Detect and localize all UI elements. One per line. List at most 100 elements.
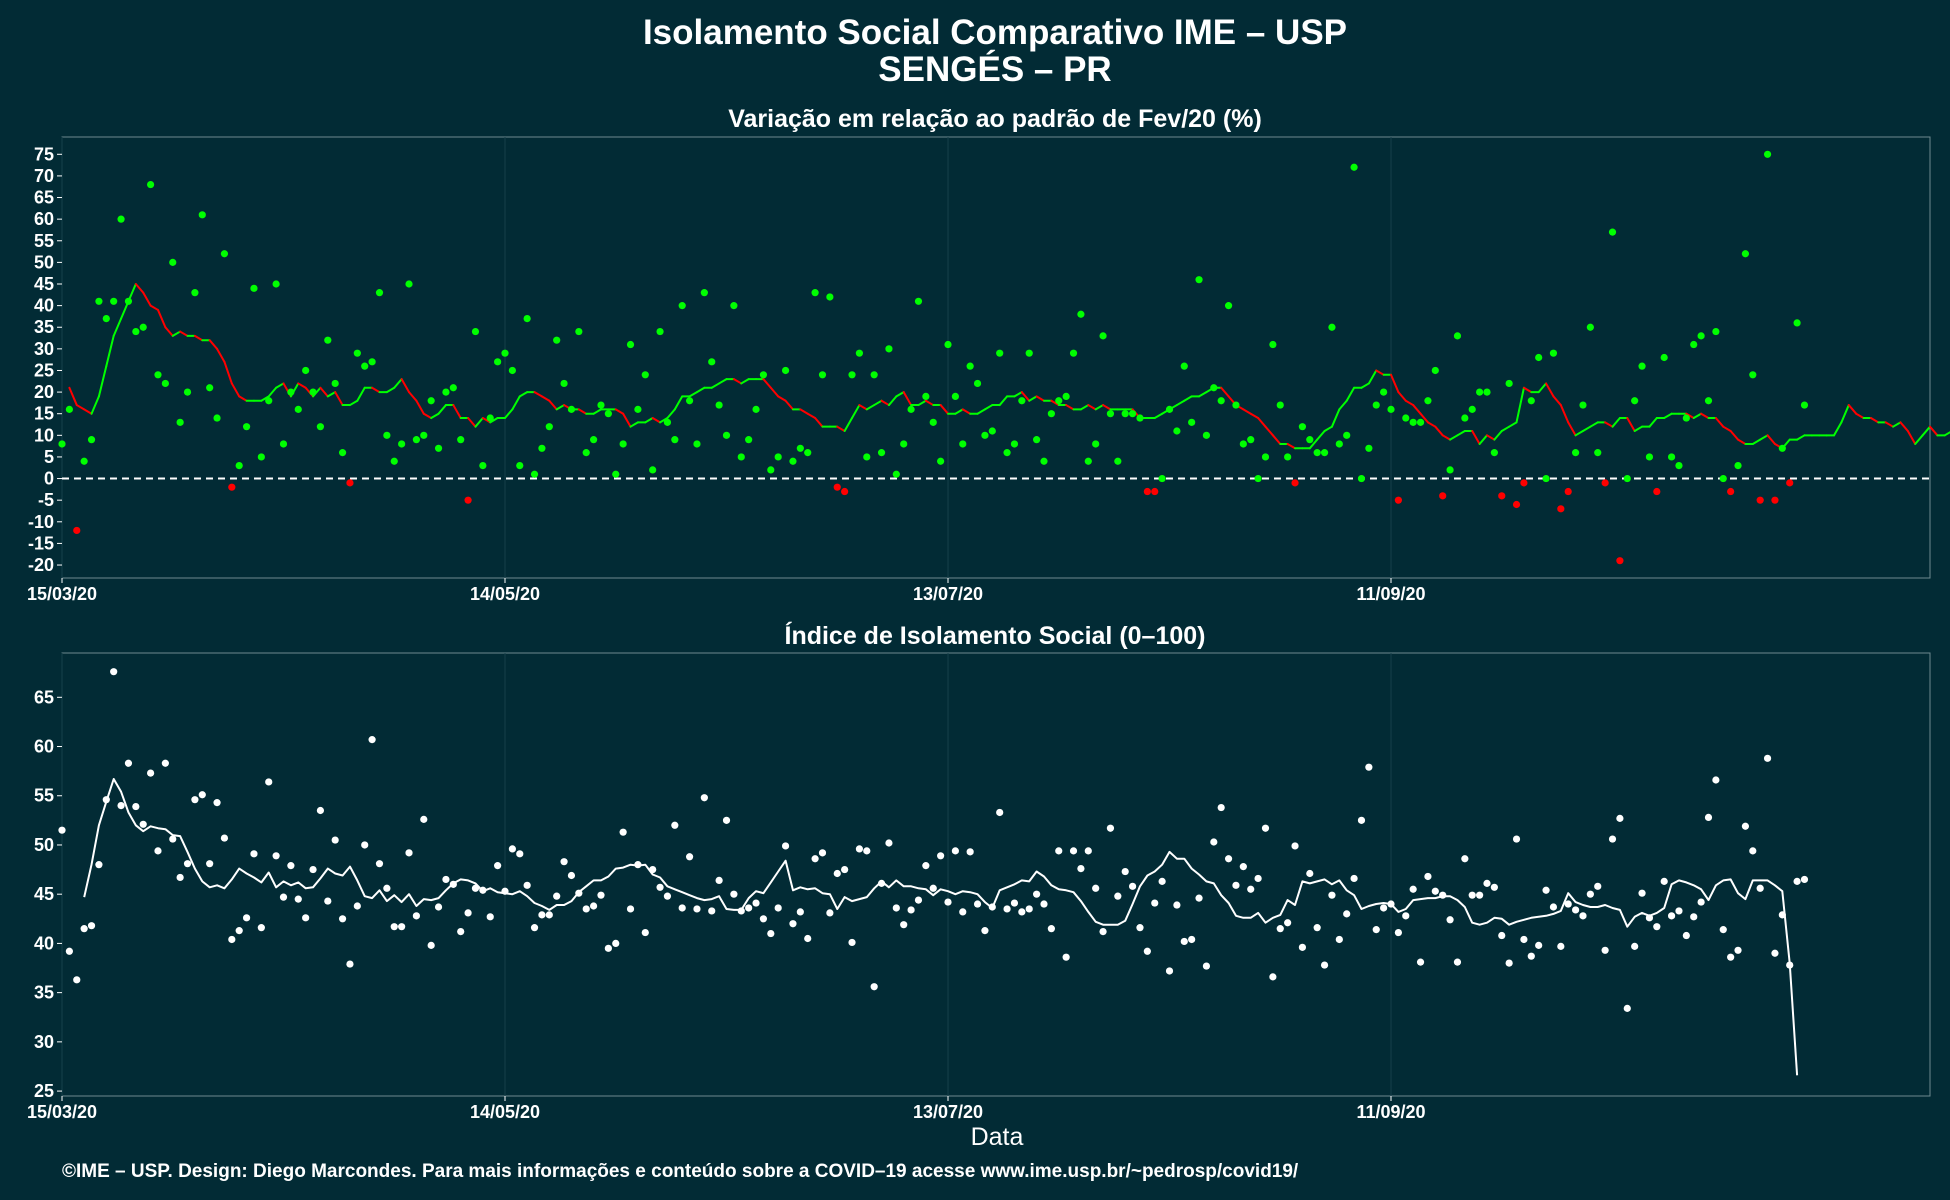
- y-tick-label: 35: [34, 317, 54, 337]
- daily-point: [641, 371, 649, 379]
- daily-point: [663, 892, 672, 900]
- daily-point: [1542, 886, 1550, 894]
- moving-average-segment: [504, 408, 514, 420]
- daily-point: [752, 899, 760, 907]
- daily-point: [250, 284, 258, 292]
- daily-point: [383, 884, 391, 892]
- daily-point: [900, 440, 908, 448]
- daily-point: [1239, 440, 1247, 448]
- daily-point: [1357, 816, 1366, 824]
- moving-average-segment: [1892, 421, 1902, 428]
- y-tick-label: 10: [34, 425, 54, 445]
- daily-point: [730, 890, 738, 898]
- daily-point: [870, 983, 878, 991]
- daily-point: [1343, 431, 1351, 439]
- daily-point: [1173, 901, 1181, 909]
- moving-average-segment: [651, 417, 662, 424]
- daily-point: [1734, 461, 1742, 470]
- daily-point: [1431, 366, 1439, 375]
- daily-point: [449, 384, 457, 392]
- daily-point: [1712, 327, 1720, 336]
- daily-point: [811, 289, 819, 297]
- daily-point: [1461, 414, 1469, 422]
- daily-point: [117, 215, 125, 223]
- daily-point: [1749, 371, 1757, 379]
- y-tick-label: 75: [34, 144, 54, 164]
- moving-average-segment: [193, 334, 204, 342]
- daily-point: [1210, 384, 1218, 392]
- moving-average-segment: [851, 404, 861, 420]
- daily-point: [257, 924, 265, 932]
- daily-point: [1380, 388, 1388, 396]
- daily-point: [582, 449, 590, 457]
- moving-average-segment: [1153, 412, 1164, 420]
- daily-point: [58, 826, 66, 834]
- daily-point: [471, 327, 480, 336]
- daily-point: [1173, 427, 1181, 435]
- daily-point: [1549, 349, 1558, 357]
- daily-point: [560, 379, 568, 388]
- daily-point: [1549, 903, 1558, 911]
- daily-point: [405, 849, 413, 857]
- moving-average-segment: [1508, 421, 1518, 428]
- daily-point: [1786, 479, 1794, 487]
- daily-point: [1608, 835, 1617, 843]
- daily-point: [486, 414, 494, 422]
- daily-point: [361, 841, 369, 849]
- daily-point: [1106, 410, 1115, 418]
- daily-point: [110, 668, 118, 676]
- moving-average-segment: [489, 417, 499, 424]
- daily-point: [412, 912, 421, 920]
- moving-average-segment: [371, 386, 381, 394]
- daily-point: [582, 905, 590, 913]
- daily-point: [1439, 891, 1447, 899]
- moving-average-segment: [673, 395, 684, 411]
- moving-average-line: [83, 778, 1799, 1076]
- y-tick-label: -5: [38, 490, 54, 510]
- daily-point: [922, 862, 930, 870]
- daily-point: [730, 302, 738, 310]
- daily-point: [1099, 927, 1107, 936]
- daily-point: [1520, 935, 1528, 944]
- daily-point: [1675, 461, 1683, 470]
- daily-point: [1439, 492, 1447, 500]
- daily-point: [1601, 946, 1609, 954]
- moving-average-segment: [275, 382, 285, 389]
- daily-point: [287, 388, 295, 396]
- moving-average-segment: [644, 417, 654, 424]
- daily-point: [1217, 803, 1225, 812]
- x-tick-label: 11/09/20: [1356, 584, 1425, 604]
- daily-point: [626, 340, 635, 349]
- daily-point: [242, 914, 251, 922]
- y-tick-label: 40: [34, 933, 54, 953]
- daily-point: [959, 908, 967, 916]
- daily-point: [338, 915, 347, 923]
- daily-point: [427, 941, 435, 949]
- daily-point: [1594, 449, 1602, 457]
- moving-average-segment: [843, 417, 854, 432]
- daily-point: [619, 440, 627, 448]
- moving-average-segment: [1766, 434, 1776, 445]
- daily-point: [1313, 924, 1321, 932]
- top-panel-title: Variação em relação ao padrão de Fev/20 …: [728, 105, 1262, 133]
- daily-point: [1040, 900, 1048, 908]
- daily-point: [826, 293, 834, 301]
- daily-point: [892, 470, 900, 478]
- moving-average-segment: [208, 339, 219, 350]
- daily-point: [302, 914, 310, 922]
- daily-point: [826, 909, 834, 917]
- daily-point: [1151, 487, 1159, 496]
- moving-average-segment: [1360, 382, 1370, 389]
- y-tick-label: 30: [34, 339, 54, 359]
- daily-point: [981, 431, 989, 439]
- daily-point: [737, 907, 745, 915]
- daily-point: [1631, 397, 1639, 405]
- moving-average-segment: [452, 404, 462, 420]
- daily-point: [1453, 332, 1462, 340]
- moving-average-segment: [998, 395, 1009, 407]
- moving-average-segment: [836, 425, 846, 432]
- daily-point: [1645, 914, 1654, 922]
- daily-point: [1254, 874, 1262, 883]
- daily-point: [1350, 874, 1358, 883]
- daily-point: [715, 401, 723, 409]
